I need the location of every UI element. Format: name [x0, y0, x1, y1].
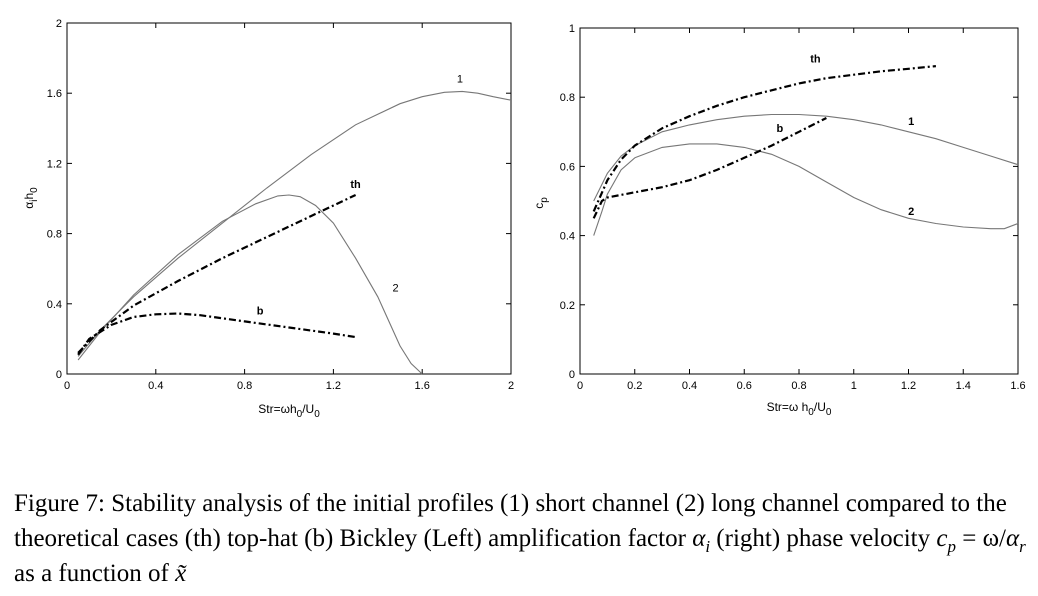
x-tick-label: 1	[851, 380, 857, 392]
y-axis-label: cp	[532, 197, 550, 209]
x-axis-label-part: 0	[297, 409, 303, 420]
caption-alpha-sub: i	[705, 537, 711, 556]
x-tick-label: 0.4	[682, 380, 697, 392]
x-tick-label: 1.6	[415, 380, 430, 392]
y-axis-label-part: i	[29, 200, 40, 202]
caption-text-3: as a function of	[14, 560, 176, 587]
series-line-b	[77, 312, 356, 356]
x-axis-label-part: Str=ωh	[258, 402, 296, 416]
x-axis-label-part: 0	[826, 407, 832, 418]
series-line-1	[77, 90, 512, 357]
y-axis-label-part: 0	[29, 187, 40, 193]
x-tick-label: 0.2	[627, 380, 642, 392]
x-axis-label: Str=ω h0/U0	[767, 400, 832, 418]
x-tick-label: 0.8	[791, 380, 806, 392]
y-axis-label-part: c	[532, 203, 546, 209]
caption-eq: = ω/	[955, 525, 1006, 552]
plot-frame	[66, 22, 512, 375]
series-label-th: th	[810, 54, 821, 66]
caption-alpha: α	[692, 525, 706, 552]
series-label-b: b	[257, 305, 264, 317]
y-tick-label: 1.6	[47, 88, 62, 100]
x-axis-label-part: 0	[808, 407, 814, 418]
right-plot: 0 0.2 0.4 0.6 0.8 1 1.2 1.4 1.6 0 0.2 0.4 0.6 0.8 1 1 2 t…	[532, 23, 1026, 418]
y-axis-label: αih0	[22, 187, 40, 209]
series-line-2	[593, 143, 1019, 236]
caption-text-2: (right) phase velocity	[710, 525, 937, 552]
series-label-1: 1	[908, 116, 914, 128]
y-tick-label: 0.2	[560, 300, 575, 312]
caption-cp: c	[936, 525, 948, 552]
x-tick-label: 1.6	[1010, 380, 1025, 392]
y-tick-label: 0.8	[47, 229, 62, 241]
x-tick-label: 0.8	[237, 380, 252, 392]
y-tick-label: 0.6	[560, 161, 575, 173]
y-tick-label: 0	[56, 369, 62, 381]
y-axis-label-part: p	[539, 197, 550, 203]
y-axis-label-part: h	[22, 193, 36, 200]
x-tick-label: 0.6	[737, 380, 752, 392]
x-axis-label-part: /U	[814, 400, 826, 414]
series-line-th	[592, 65, 937, 212]
y-axis-label-part: α	[22, 202, 36, 209]
plot-frame	[579, 27, 1019, 375]
y-tick-label: 2	[56, 18, 62, 30]
series-label-2: 2	[392, 283, 398, 295]
series-label-2: 2	[908, 206, 914, 218]
series-label-b: b	[776, 123, 783, 135]
x-tick-label: 0	[577, 380, 583, 392]
series-line-2	[77, 194, 423, 375]
x-tick-label: 1.4	[956, 380, 971, 392]
y-tick-label: 0.8	[560, 92, 575, 104]
x-tick-label: 0	[64, 380, 70, 392]
series-line-b	[592, 117, 827, 219]
x-tick-label: 2	[508, 380, 514, 392]
x-tick-label: 1.2	[326, 380, 341, 392]
figure-caption: Figure 7: Stability analysis of the init…	[14, 486, 1029, 591]
y-tick-label: 0	[569, 369, 575, 381]
caption-xtilde: x̃	[175, 560, 187, 587]
x-axis-label-part: Str=ω h	[767, 400, 809, 414]
left-plot: 0 0.4 0.8 1.2 1.6 200.40.81.21.6212thbStr=ωh0…	[22, 18, 514, 420]
caption-alpha2: α	[1005, 525, 1020, 552]
series-label-th: th	[350, 179, 361, 191]
x-axis-label: Str=ωh0/U0	[258, 402, 320, 420]
x-tick-label: 1.2	[901, 380, 916, 392]
x-tick-label: 0.4	[148, 380, 163, 392]
x-axis-label-part: 0	[314, 409, 320, 420]
series-label-1: 1	[457, 74, 463, 86]
caption-alpha2-sub: r	[1019, 537, 1026, 556]
series-line-th	[77, 194, 357, 354]
y-tick-label: 0.4	[560, 231, 575, 243]
y-tick-label: 0.4	[47, 299, 62, 311]
caption-text-1: Figure 7: Stability analysis of the init…	[14, 490, 1007, 552]
x-axis-label-part: /U	[302, 402, 314, 416]
y-tick-label: 1	[569, 23, 575, 35]
figure: 0 0.4 0.8 1.2 1.6 200.40.81.21.6212thbStr=ωh0…	[22, 18, 1026, 420]
caption-cp-sub: p	[947, 537, 956, 556]
y-tick-label: 1.2	[47, 158, 62, 170]
